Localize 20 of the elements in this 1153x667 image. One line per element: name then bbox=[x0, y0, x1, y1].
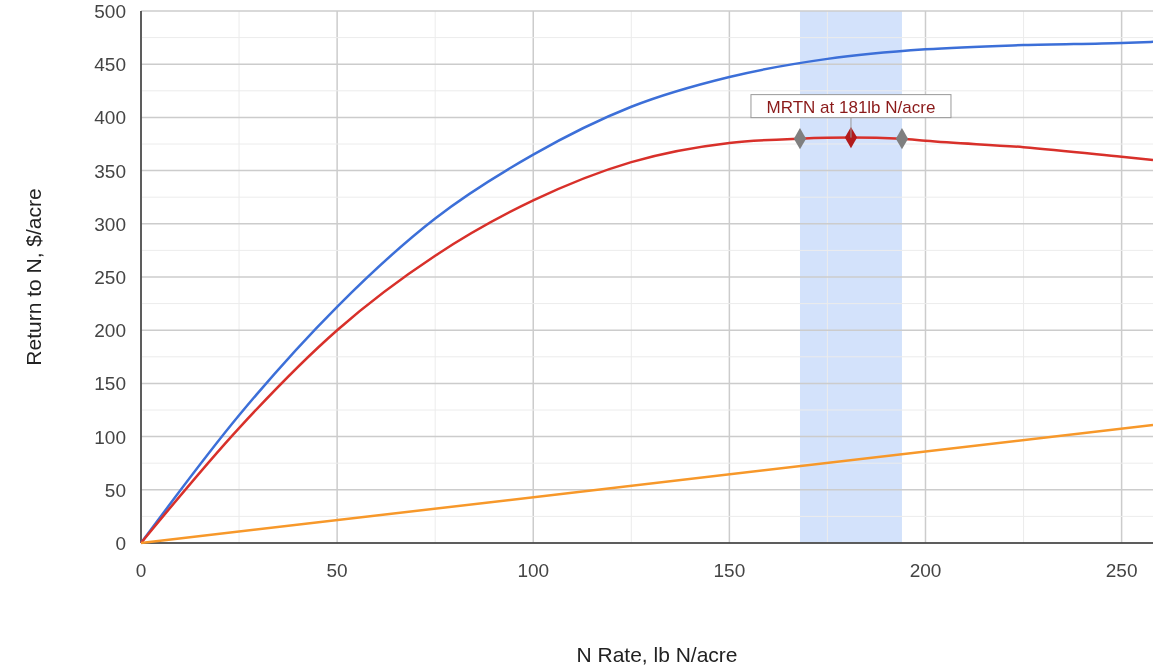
y-tick-label: 250 bbox=[94, 267, 126, 288]
x-tick-label: 250 bbox=[1105, 560, 1138, 581]
y-tick-label: 200 bbox=[94, 320, 126, 342]
y-tick-label: 150 bbox=[94, 373, 126, 395]
x-tick-label: 50 bbox=[326, 560, 348, 581]
x-axis-title: N Rate, lb N/acre bbox=[576, 643, 738, 666]
x-tick-label: 200 bbox=[909, 560, 942, 581]
y-tick-label: 400 bbox=[94, 107, 126, 129]
y-tick-label: 100 bbox=[94, 426, 126, 448]
y-tick-label: 450 bbox=[94, 54, 126, 76]
x-tick-label: 150 bbox=[713, 560, 746, 581]
y-tick-label: 300 bbox=[94, 213, 126, 235]
y-tick-label: 350 bbox=[94, 160, 126, 182]
y-axis-title: Return to N, $/acre bbox=[22, 188, 45, 366]
x-tick-label: 100 bbox=[517, 560, 550, 581]
x-tick-label: 0 bbox=[135, 560, 147, 581]
y-tick-label: 50 bbox=[104, 479, 126, 501]
y-tick-label: 500 bbox=[94, 1, 126, 22]
y-tick-label: 0 bbox=[115, 533, 126, 554]
annotation: MRTN at 181lb N/acre bbox=[766, 97, 936, 117]
